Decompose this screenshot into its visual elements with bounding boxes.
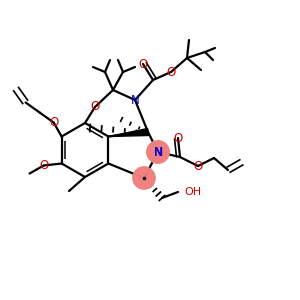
Text: O: O [194,160,202,172]
Polygon shape [108,128,148,136]
Text: N: N [130,94,140,106]
Text: O: O [49,116,58,129]
Text: O: O [167,65,176,79]
Text: N: N [154,146,162,158]
Text: O: O [39,159,48,172]
Circle shape [147,141,169,163]
Text: O: O [90,100,100,113]
Circle shape [147,141,169,163]
Text: N: N [153,146,163,158]
Text: O: O [173,131,183,145]
Text: N: N [154,146,162,158]
Text: OH: OH [184,187,201,197]
Circle shape [147,141,169,163]
Circle shape [133,167,155,189]
Circle shape [133,167,155,189]
Text: O: O [138,58,148,70]
